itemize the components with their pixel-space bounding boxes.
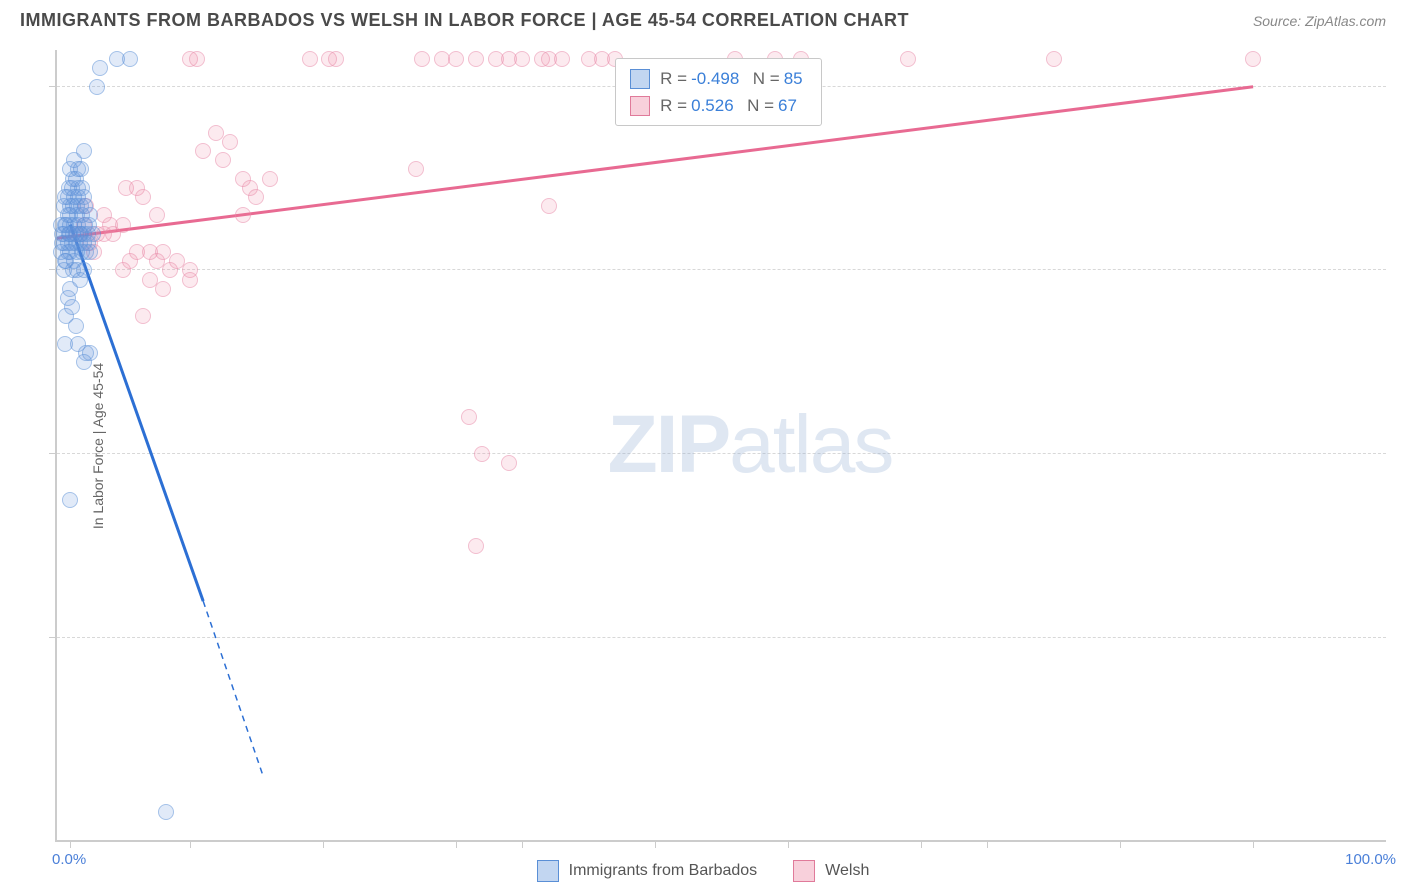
scatter-point [89, 79, 105, 95]
scatter-point [461, 409, 477, 425]
x-tick [987, 840, 988, 848]
legend-item-welsh: Welsh [793, 860, 869, 882]
legend-swatch-pink-icon [793, 860, 815, 882]
scatter-point [1046, 51, 1062, 67]
x-tick [921, 840, 922, 848]
scatter-point [122, 51, 138, 67]
swatch-blue-icon [630, 69, 650, 89]
scatter-point [62, 217, 78, 233]
legend: Immigrants from Barbados Welsh [0, 860, 1406, 882]
legend-swatch-blue-icon [537, 860, 559, 882]
stats-row-barbados: R =-0.498 N =85 [630, 65, 806, 92]
chart-plot-area: 40.0%60.0%80.0%100.0% ZIPatlas R =-0.498… [55, 50, 1386, 842]
scatter-point [554, 51, 570, 67]
scatter-point [76, 262, 92, 278]
scatter-point [182, 272, 198, 288]
scatter-point [468, 51, 484, 67]
scatter-point [189, 51, 205, 67]
scatter-point [115, 217, 131, 233]
scatter-point [135, 308, 151, 324]
scatter-point [900, 51, 916, 67]
legend-label: Welsh [825, 862, 869, 880]
x-tick [1120, 840, 1121, 848]
scatter-point [474, 446, 490, 462]
scatter-point [262, 171, 278, 187]
scatter-point [149, 207, 165, 223]
scatter-point [56, 262, 72, 278]
x-tick [788, 840, 789, 848]
scatter-point [155, 281, 171, 297]
scatter-point [135, 189, 151, 205]
scatter-point [62, 492, 78, 508]
scatter-point [248, 189, 264, 205]
scatter-point [222, 134, 238, 150]
scatter-point [501, 455, 517, 471]
scatter-point [68, 318, 84, 334]
scatter-point [302, 51, 318, 67]
scatter-point [85, 226, 101, 242]
scatter-point [1245, 51, 1261, 67]
scatter-point [541, 198, 557, 214]
stats-row-welsh: R =0.526 N =67 [630, 92, 806, 119]
y-tick [49, 637, 57, 638]
source-attribution: Source: ZipAtlas.com [1253, 13, 1386, 29]
legend-label: Immigrants from Barbados [569, 862, 758, 880]
scatter-point [92, 60, 108, 76]
scatter-point [414, 51, 430, 67]
scatter-point [235, 207, 251, 223]
x-tick [323, 840, 324, 848]
y-tick [49, 453, 57, 454]
scatter-point [514, 51, 530, 67]
trend-lines [57, 50, 1386, 840]
scatter-point [195, 143, 211, 159]
scatter-point [73, 161, 89, 177]
x-tick [456, 840, 457, 848]
x-tick [1253, 840, 1254, 848]
scatter-point [215, 152, 231, 168]
scatter-point [448, 51, 464, 67]
scatter-point [76, 354, 92, 370]
x-tick [70, 840, 71, 848]
swatch-pink-icon [630, 96, 650, 116]
scatter-point [76, 143, 92, 159]
scatter-point [408, 161, 424, 177]
x-tick [522, 840, 523, 848]
correlation-stats-box: R =-0.498 N =85 R =0.526 N =67 [615, 58, 821, 126]
scatter-point [60, 235, 76, 251]
scatter-point [82, 207, 98, 223]
y-tick [49, 86, 57, 87]
chart-title: IMMIGRANTS FROM BARBADOS VS WELSH IN LAB… [20, 10, 909, 31]
x-tick [190, 840, 191, 848]
scatter-point [158, 804, 174, 820]
legend-item-barbados: Immigrants from Barbados [537, 860, 758, 882]
scatter-point [65, 198, 81, 214]
scatter-point [328, 51, 344, 67]
x-tick [655, 840, 656, 848]
scatter-point [468, 538, 484, 554]
